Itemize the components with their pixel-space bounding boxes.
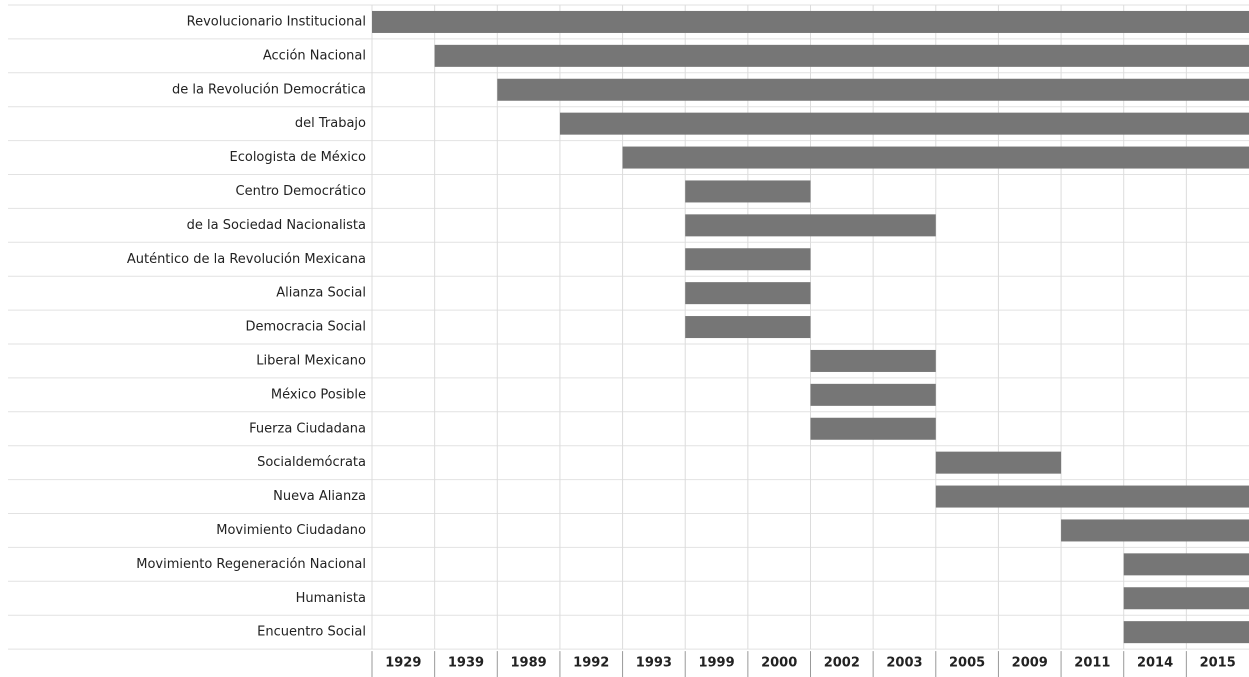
bar: [434, 44, 1249, 67]
bar: [372, 10, 1249, 33]
bar: [1061, 519, 1249, 542]
y-tick-label: Liberal Mexicano: [256, 353, 366, 368]
bar: [497, 78, 1249, 101]
x-tick-label: 2011: [1074, 656, 1110, 671]
bar: [685, 248, 811, 271]
x-tick-label: 1993: [636, 656, 672, 671]
y-tick-label: Movimiento Regeneración Nacional: [136, 557, 366, 572]
y-tick-label: Encuentro Social: [257, 625, 366, 640]
y-tick-label: México Posible: [271, 387, 366, 402]
y-tick-label: Democracia Social: [246, 320, 367, 335]
bar: [685, 316, 811, 339]
y-tick-label: Ecologista de México: [230, 150, 367, 165]
bar: [935, 451, 1062, 474]
bar: [1123, 587, 1249, 610]
bar: [810, 417, 936, 440]
bar: [1123, 621, 1249, 644]
y-tick-label: Alianza Social: [276, 286, 366, 301]
bar: [685, 282, 811, 305]
y-tick-label: Socialdemócrata: [257, 455, 366, 470]
x-tick-label: 1992: [573, 656, 609, 671]
x-tick-label: 2014: [1137, 656, 1173, 671]
x-tick-label: 1939: [448, 656, 484, 671]
y-tick-label: de la Revolución Democrática: [172, 82, 366, 97]
bar: [935, 485, 1249, 508]
bar: [810, 383, 936, 406]
bar: [559, 112, 1249, 135]
y-tick-label: Movimiento Ciudadano: [216, 523, 366, 538]
y-tick-label: Humanista: [296, 591, 366, 606]
x-tick-label: 1929: [385, 656, 421, 671]
x-tick-label: 2000: [761, 656, 797, 671]
x-tick-label: 1999: [698, 656, 734, 671]
bar: [1123, 553, 1249, 576]
y-tick-label: Acción Nacional: [263, 48, 366, 63]
y-tick-label: de la Sociedad Nacionalista: [187, 218, 366, 233]
y-tick-label: Nueva Alianza: [273, 489, 366, 504]
bar: [622, 146, 1249, 169]
y-tick-label: del Trabajo: [295, 116, 366, 131]
y-tick-label: Centro Democrático: [236, 184, 366, 199]
bar: [685, 214, 936, 237]
y-tick-label: Auténtico de la Revolución Mexicana: [127, 252, 366, 267]
y-tick-label: Fuerza Ciudadana: [249, 421, 366, 436]
x-tick-label: 2003: [886, 656, 922, 671]
x-tick-label: 2009: [1012, 656, 1048, 671]
x-tick-label: 2005: [949, 656, 985, 671]
bar: [685, 180, 811, 203]
x-tick-label: 1989: [511, 656, 547, 671]
x-tick-label: 2002: [824, 656, 860, 671]
y-tick-label: Revolucionario Institucional: [187, 14, 366, 29]
x-tick-label: 2015: [1200, 656, 1236, 671]
bar: [810, 349, 936, 372]
